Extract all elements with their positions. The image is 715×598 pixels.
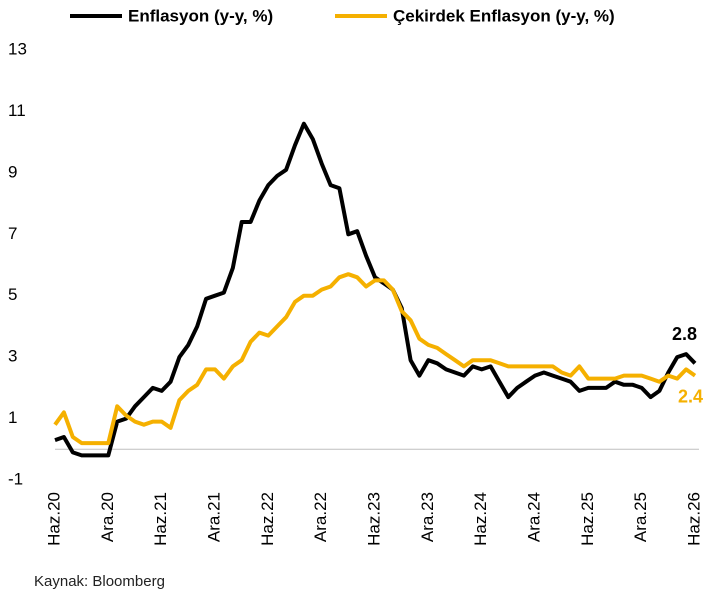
y-tick-label: 11 bbox=[8, 101, 26, 120]
y-tick-label: 9 bbox=[8, 162, 17, 181]
x-tick-label: Ara.22 bbox=[311, 492, 330, 542]
y-tick-label: 7 bbox=[8, 224, 17, 243]
x-tick-label: Haz.21 bbox=[151, 492, 170, 546]
x-tick-label: Ara.20 bbox=[98, 492, 117, 542]
y-tick-label: 13 bbox=[8, 39, 27, 58]
legend-label: Enflasyon (y-y, %) bbox=[128, 6, 273, 25]
x-tick-label: Haz.24 bbox=[471, 492, 490, 546]
x-tick-label: Ara.23 bbox=[418, 492, 437, 542]
x-tick-label: Ara.21 bbox=[204, 492, 223, 542]
x-tick-label: Haz.23 bbox=[364, 492, 383, 546]
x-tick-label: Haz.22 bbox=[258, 492, 277, 546]
x-tick-label: Ara.24 bbox=[524, 492, 543, 542]
x-tick-label: Haz.25 bbox=[578, 492, 597, 546]
legend-label: Çekirdek Enflasyon (y-y, %) bbox=[393, 6, 615, 25]
x-tick-label: Ara.25 bbox=[631, 492, 650, 542]
end-label: 2.4 bbox=[678, 386, 703, 406]
y-tick-label: 1 bbox=[8, 408, 17, 427]
x-tick-label: Haz.26 bbox=[684, 492, 703, 546]
y-tick-label: -1 bbox=[8, 469, 23, 488]
x-tick-label: Haz.20 bbox=[44, 492, 63, 546]
y-tick-label: 3 bbox=[8, 347, 17, 366]
series-line bbox=[54, 121, 697, 458]
source: Kaynak: Bloomberg bbox=[34, 573, 165, 590]
y-tick-label: 5 bbox=[8, 285, 17, 304]
series-line bbox=[53, 272, 697, 446]
end-label: 2.8 bbox=[672, 324, 697, 344]
